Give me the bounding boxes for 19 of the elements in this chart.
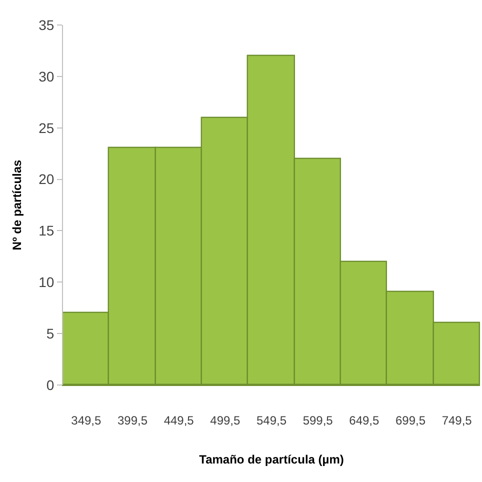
y-tick-label: 25 [38,120,54,136]
y-tick-label: 15 [38,222,54,239]
x-tick-label: 499,5 [210,413,241,428]
y-tick-label: 30 [38,68,54,84]
x-axis-title: Tamaño de partícula (µm) [199,452,344,466]
x-tick-label: 749,5 [442,413,472,428]
x-tick-label: 599,5 [302,413,334,428]
x-tick-label: 399,5 [117,413,148,428]
y-tick-label: 5 [46,325,54,342]
y-tick-label: 10 [38,274,54,290]
x-tick-label: 349,5 [71,413,102,428]
x-tick-label: 549,5 [256,413,287,428]
x-tick-label: 649,5 [349,413,380,428]
y-axis-title: Nº de partículas [10,159,24,250]
x-tick-label: 449,5 [164,413,194,428]
y-tick-label: 0 [46,376,54,393]
x-tick-label: 699,5 [395,413,426,428]
y-tick-label: 20 [38,171,54,188]
y-tick-label: 35 [38,16,54,33]
